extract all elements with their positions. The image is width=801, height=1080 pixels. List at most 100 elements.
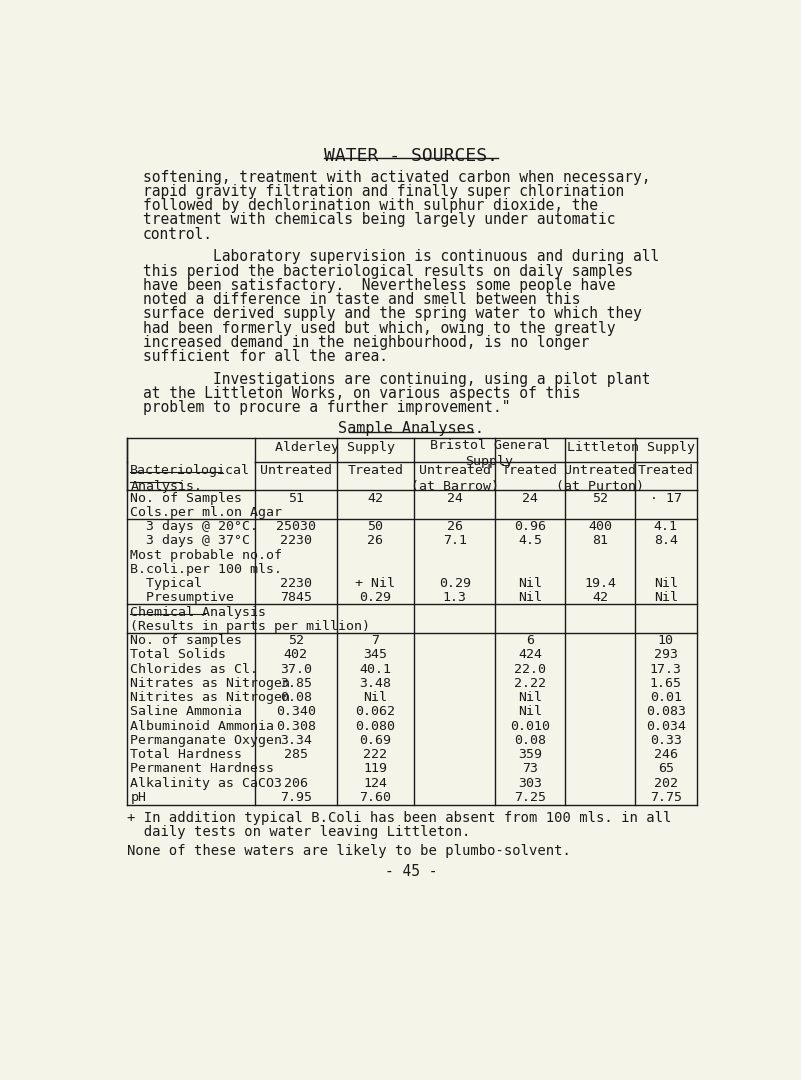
Text: Nil: Nil [518, 705, 542, 718]
Text: Laboratory supervision is continuous and during all: Laboratory supervision is continuous and… [143, 249, 659, 265]
Text: 7.60: 7.60 [360, 791, 391, 804]
Text: 52: 52 [592, 491, 608, 504]
Text: rapid gravity filtration and finally super chlorination: rapid gravity filtration and finally sup… [143, 184, 624, 199]
Text: 22.0: 22.0 [514, 663, 546, 676]
Text: Nitrates as Nitrogen: Nitrates as Nitrogen [131, 677, 290, 690]
Text: (Results in parts per million): (Results in parts per million) [131, 620, 370, 633]
Text: Nil: Nil [518, 592, 542, 605]
Text: 3.48: 3.48 [360, 677, 391, 690]
Text: 0.080: 0.080 [356, 719, 395, 732]
Text: Total Hardness: Total Hardness [131, 748, 243, 761]
Text: Alderley Supply: Alderley Supply [275, 441, 395, 454]
Text: - 45 -: - 45 - [384, 864, 437, 879]
Text: 4.1: 4.1 [654, 521, 678, 534]
Text: 10: 10 [658, 634, 674, 647]
Text: 0.29: 0.29 [439, 577, 471, 590]
Text: 206: 206 [284, 777, 308, 789]
Text: 119: 119 [363, 762, 387, 775]
Text: 202: 202 [654, 777, 678, 789]
Text: Untreated
(at Purton): Untreated (at Purton) [556, 464, 644, 492]
Text: Total Solids: Total Solids [131, 648, 227, 661]
Text: + Nil: + Nil [356, 577, 395, 590]
Text: Nil: Nil [654, 592, 678, 605]
Text: sufficient for all the area.: sufficient for all the area. [143, 349, 388, 364]
Text: 3 days @ 20°C.: 3 days @ 20°C. [131, 521, 259, 534]
Text: 0.69: 0.69 [360, 733, 391, 746]
Text: 0.29: 0.29 [360, 592, 391, 605]
Text: 402: 402 [284, 648, 308, 661]
Text: 222: 222 [363, 748, 387, 761]
Text: Nil: Nil [363, 691, 387, 704]
Text: 7.75: 7.75 [650, 791, 682, 804]
Text: 8.4: 8.4 [654, 535, 678, 548]
Text: 25030: 25030 [276, 521, 316, 534]
Text: pH: pH [131, 791, 147, 804]
Text: 7: 7 [371, 634, 379, 647]
Text: treatment with chemicals being largely under automatic: treatment with chemicals being largely u… [143, 213, 615, 228]
Text: · 17: · 17 [650, 491, 682, 504]
Text: 345: 345 [363, 648, 387, 661]
Text: 0.08: 0.08 [514, 733, 546, 746]
Text: increased demand in the neighbourhood, is no longer: increased demand in the neighbourhood, i… [143, 335, 589, 350]
Text: 246: 246 [654, 748, 678, 761]
Text: 42: 42 [367, 491, 383, 504]
Text: 1.65: 1.65 [650, 677, 682, 690]
Text: No. of Samples: No. of Samples [131, 491, 243, 504]
Text: noted a difference in taste and smell between this: noted a difference in taste and smell be… [143, 293, 580, 307]
Text: 7845: 7845 [280, 592, 312, 605]
Text: 3.85: 3.85 [280, 677, 312, 690]
Text: 293: 293 [654, 648, 678, 661]
Text: 2230: 2230 [280, 577, 312, 590]
Text: 26: 26 [367, 535, 383, 548]
Text: 37.0: 37.0 [280, 663, 312, 676]
Text: problem to procure a further improvement.": problem to procure a further improvement… [143, 401, 510, 416]
Text: 50: 50 [367, 521, 383, 534]
Text: 303: 303 [518, 777, 542, 789]
Text: 2230: 2230 [280, 535, 312, 548]
Text: Treated: Treated [502, 464, 558, 477]
Text: at the Littleton Works, on various aspects of this: at the Littleton Works, on various aspec… [143, 387, 580, 401]
Text: 0.01: 0.01 [650, 691, 682, 704]
Text: 2.22: 2.22 [514, 677, 546, 690]
Text: 3.34: 3.34 [280, 733, 312, 746]
Text: softening, treatment with activated carbon when necessary,: softening, treatment with activated carb… [143, 170, 650, 185]
Text: Nitrites as Nitrogen: Nitrites as Nitrogen [131, 691, 290, 704]
Text: None of these waters are likely to be plumbo-solvent.: None of these waters are likely to be pl… [127, 843, 571, 858]
Text: 0.340: 0.340 [276, 705, 316, 718]
Text: 0.96: 0.96 [514, 521, 546, 534]
Text: Cols.per ml.on Agar: Cols.per ml.on Agar [131, 505, 282, 518]
Text: 6: 6 [526, 634, 534, 647]
Text: Treated: Treated [638, 464, 694, 477]
Text: Untreated
(at Barrow): Untreated (at Barrow) [411, 464, 499, 492]
Text: Presumptive: Presumptive [131, 592, 235, 605]
Text: Bacteriological
Analysis.: Bacteriological Analysis. [131, 464, 251, 492]
Text: Chlorides as Cl.: Chlorides as Cl. [131, 663, 259, 676]
Text: Littleton Supply: Littleton Supply [567, 441, 695, 454]
Text: Untreated: Untreated [260, 464, 332, 477]
Text: 42: 42 [592, 592, 608, 605]
Text: Saline Ammonia: Saline Ammonia [131, 705, 243, 718]
Text: Albuminoid Ammonia: Albuminoid Ammonia [131, 719, 275, 732]
Text: Alkalinity as CaCO3: Alkalinity as CaCO3 [131, 777, 282, 789]
Text: 0.083: 0.083 [646, 705, 686, 718]
Text: Most probable no.of: Most probable no.of [131, 549, 282, 562]
Text: followed by dechlorination with sulphur dioxide, the: followed by dechlorination with sulphur … [143, 198, 598, 213]
Text: 40.1: 40.1 [360, 663, 391, 676]
Text: 51: 51 [288, 491, 304, 504]
Text: Nil: Nil [654, 577, 678, 590]
Text: daily tests on water leaving Littleton.: daily tests on water leaving Littleton. [127, 825, 471, 839]
Text: 26: 26 [447, 521, 463, 534]
Text: Treated: Treated [348, 464, 403, 477]
Text: Nil: Nil [518, 577, 542, 590]
Text: 424: 424 [518, 648, 542, 661]
Text: Chemical Analysis: Chemical Analysis [131, 606, 267, 619]
Text: Permanganate Oxygen: Permanganate Oxygen [131, 733, 282, 746]
Text: 7.1: 7.1 [443, 535, 467, 548]
Text: No. of samples: No. of samples [131, 634, 243, 647]
Text: 124: 124 [363, 777, 387, 789]
Text: 0.062: 0.062 [356, 705, 395, 718]
Text: 4.5: 4.5 [518, 535, 542, 548]
Text: Investigations are continuing, using a pilot plant: Investigations are continuing, using a p… [143, 372, 650, 387]
Text: 285: 285 [284, 748, 308, 761]
Text: 400: 400 [588, 521, 612, 534]
